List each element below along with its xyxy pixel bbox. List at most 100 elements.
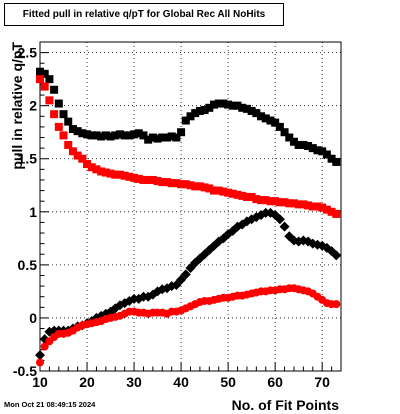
data-point [167,179,176,188]
timestamp-label: Mon Oct 21 08:49:15 2024 [4,400,96,409]
data-point [228,189,237,198]
data-point [120,171,129,180]
data-point [308,144,317,153]
data-point [59,110,68,119]
data-point [40,69,49,78]
data-point [304,142,313,151]
data-point [257,196,266,205]
data-point [68,147,77,156]
x-tick-label: 30 [126,374,142,390]
data-point [185,263,196,274]
data-point [294,140,303,149]
data-point [106,169,115,178]
data-point [172,179,181,188]
data-point [171,280,182,291]
data-point [313,146,322,155]
chart-title: Fitted pull in relative q/pT for Global … [4,3,284,26]
x-tick-label: 10 [32,374,48,390]
data-point [162,133,171,142]
data-point [78,154,87,163]
data-point [50,110,59,119]
data-point [242,104,251,113]
data-point [289,137,298,146]
data-point [45,75,54,84]
data-point [115,130,124,139]
data-point [87,163,96,172]
data-point [271,197,280,206]
data-point [162,178,171,187]
data-point [97,132,106,141]
data-point [111,131,120,140]
data-points [35,67,342,367]
data-point [64,117,73,126]
data-point [130,130,139,139]
data-point [101,168,110,177]
data-point [205,184,214,193]
data-point [125,131,134,140]
data-point [279,221,290,232]
data-point [280,198,289,207]
data-point [139,175,148,184]
data-point [167,132,176,141]
data-point [228,101,237,110]
data-point [238,191,247,200]
data-point [36,67,44,76]
data-point [233,101,242,110]
data-point [195,182,204,191]
axis-ticks [39,41,342,372]
data-point [332,300,341,309]
data-point [285,199,294,208]
data-point [139,131,148,140]
x-tick-label: 20 [79,374,95,390]
data-point [153,134,162,143]
data-point [115,170,124,179]
y-axis-title: pull in relative q/pT [9,42,25,170]
data-point [289,199,298,208]
data-point [73,127,82,136]
data-point [332,209,341,218]
data-point [252,195,261,204]
data-point [294,200,303,209]
y-tick-label: 2.5 [18,45,38,61]
x-tick-label: 40 [173,374,189,390]
data-point [200,183,209,192]
y-tick-label: -0.5 [13,363,37,379]
data-point [274,214,285,225]
data-point [205,103,214,112]
data-point [35,350,45,361]
data-point [275,198,284,207]
data-point [247,106,256,115]
data-point [97,167,106,176]
data-point [318,147,327,156]
data-point [64,140,73,149]
data-point [144,175,153,184]
series-4 [36,284,341,367]
data-point [224,188,233,197]
x-tick-label: 50 [220,374,236,390]
y-tick-label: 0 [29,310,37,326]
data-point [36,358,44,367]
data-point [219,187,228,196]
data-point [45,96,54,105]
data-point [148,133,157,142]
data-point [177,128,186,137]
data-point [54,99,63,108]
data-point [313,202,322,211]
data-point [92,131,101,140]
data-point [271,118,280,127]
data-point [304,201,313,210]
data-point [233,190,242,199]
data-point [158,178,167,187]
tick-labels: 10 20 30 40 50 60 70 -0.5 0 0.5 1 1.5 2 2.5 [13,45,330,390]
data-point [54,122,63,131]
data-point [285,133,294,142]
data-point [280,128,289,137]
x-axis-title: No. of Fit Points [232,397,340,413]
data-point [275,122,284,131]
data-point [101,131,110,140]
data-point [257,112,266,121]
data-point [36,75,44,84]
data-point [120,131,129,140]
data-point [242,192,251,201]
